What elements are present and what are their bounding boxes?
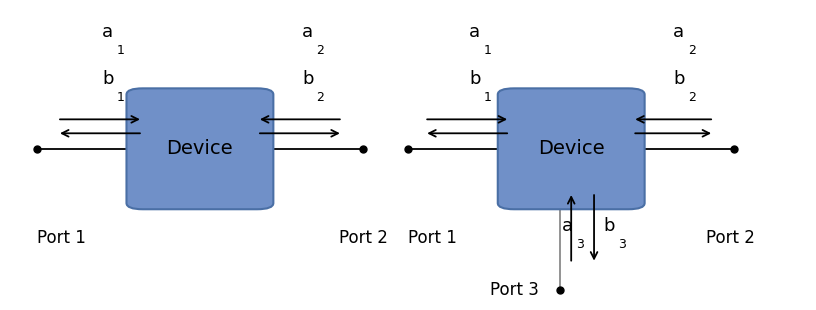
Text: b: b <box>302 70 313 88</box>
Text: 2: 2 <box>317 44 325 57</box>
Text: 2: 2 <box>688 44 696 57</box>
FancyBboxPatch shape <box>498 88 645 209</box>
Text: a: a <box>469 23 481 41</box>
Text: 1: 1 <box>484 44 492 57</box>
Text: a: a <box>302 23 313 41</box>
Text: 2: 2 <box>317 91 325 104</box>
Text: 1: 1 <box>117 91 125 104</box>
Text: 3: 3 <box>619 238 627 251</box>
Text: Port 3: Port 3 <box>490 281 539 299</box>
Text: a: a <box>673 23 685 41</box>
Text: a: a <box>102 23 113 41</box>
Text: a: a <box>561 217 573 235</box>
FancyBboxPatch shape <box>126 88 273 209</box>
Text: b: b <box>604 217 615 235</box>
Text: b: b <box>469 70 481 88</box>
Text: Device: Device <box>166 139 233 158</box>
Text: Port 2: Port 2 <box>706 229 755 247</box>
Text: Port 2: Port 2 <box>339 229 388 247</box>
Text: b: b <box>102 70 113 88</box>
Text: 2: 2 <box>688 91 696 104</box>
Text: b: b <box>673 70 685 88</box>
Text: 3: 3 <box>576 238 584 251</box>
Text: Port 1: Port 1 <box>37 229 86 247</box>
Text: Port 1: Port 1 <box>408 229 457 247</box>
Text: 1: 1 <box>484 91 492 104</box>
Text: 1: 1 <box>117 44 125 57</box>
Text: Device: Device <box>538 139 605 158</box>
